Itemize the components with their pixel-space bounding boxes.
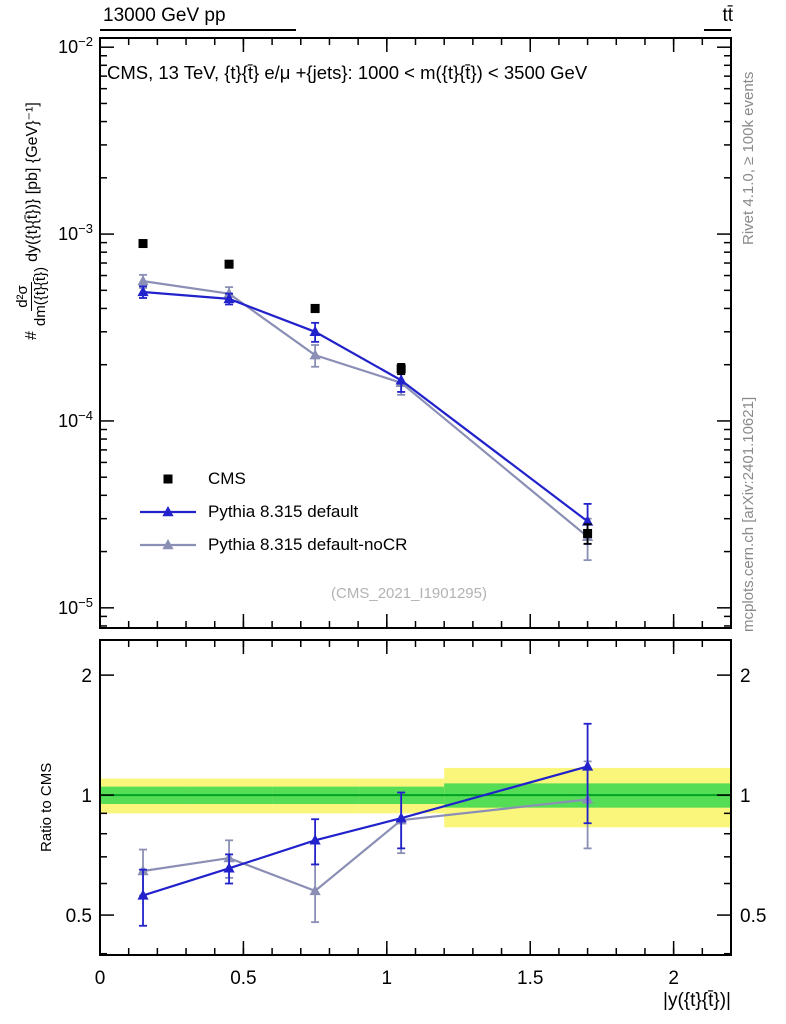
main-y-axis-label: # d²σ dm({t}{t̄}) dy({t}{t̄})} [pb] {GeV… xyxy=(14,102,50,340)
legend-triangle-icon xyxy=(140,505,196,516)
y-label-fraction: d²σ dm({t}{t̄}) xyxy=(14,267,50,326)
ratio-data-series xyxy=(137,722,594,927)
data-marker-square xyxy=(583,528,593,538)
data-marker-triangle xyxy=(309,349,321,360)
data-marker-triangle xyxy=(395,812,407,823)
data-marker-triangle xyxy=(137,275,149,286)
data-marker-triangle xyxy=(395,374,407,385)
axis-ticks xyxy=(99,38,732,955)
legend-item: Pythia 8.315 default-noCR xyxy=(138,528,407,561)
x-tick-label: 1.5 xyxy=(517,968,543,989)
data-marker-triangle xyxy=(581,515,594,526)
legend-label: Pythia 8.315 default-noCR xyxy=(208,534,408,554)
data-marker-square xyxy=(138,239,148,249)
x-tick-label: 0.5 xyxy=(230,968,256,989)
x-tick-label: 1 xyxy=(382,968,393,989)
main-y-tick-label: 10−2 xyxy=(58,34,93,57)
data-marker-triangle xyxy=(223,862,235,873)
legend-item: Pythia 8.315 default xyxy=(138,495,407,528)
main-y-tick-label: 10−4 xyxy=(58,408,93,431)
data-marker-triangle xyxy=(223,292,235,304)
y-label-numerator: d²σ xyxy=(14,282,33,311)
process-label: tt̄ xyxy=(722,5,733,26)
legend-label: CMS xyxy=(208,468,246,488)
axis-tick-labels: 10−2 10−3 10−4 10−5 0.5 0.5 1 1 2 2 0 0.5 1 1.5 2 xyxy=(58,34,766,989)
data-marker-triangle xyxy=(137,889,149,900)
legend: CMS Pythia 8.315 default Pythia 8.315 defa… xyxy=(138,462,407,561)
plot-title: CMS, 13 TeV, {t}{t̄} e/μ +{jets}: 1000 <… xyxy=(107,62,588,83)
ratio-y-tick-label-right: 2 xyxy=(740,666,751,687)
data-marker-triangle xyxy=(581,760,594,771)
data-marker-triangle xyxy=(309,834,321,845)
main-data-series xyxy=(137,239,594,562)
main-y-tick-label: 10−3 xyxy=(58,221,93,244)
legend-square-icon xyxy=(163,474,173,483)
y-label-denominator: dm({t}{t̄}) xyxy=(32,266,50,327)
legend-triangle-icon xyxy=(140,538,196,549)
beam-energy-label: 13000 GeV pp xyxy=(103,5,226,26)
mcplots-arxiv-note: mcplots.cern.ch [arXiv:2401.10621] xyxy=(740,396,757,632)
ratio-y-axis-label: Ratio to CMS xyxy=(38,762,55,852)
data-marker-square xyxy=(310,303,320,313)
data-marker-triangle xyxy=(223,287,235,298)
y-label-prefix: # xyxy=(22,331,40,340)
ratio-y-tick-label-right: 0.5 xyxy=(740,906,766,927)
x-tick-label: 2 xyxy=(668,968,679,989)
data-marker-triangle xyxy=(309,325,321,336)
x-tick-label: 0 xyxy=(95,968,106,989)
ratio-y-tick-label-left: 2 xyxy=(81,666,92,687)
data-marker-triangle xyxy=(137,285,149,297)
data-marker-square xyxy=(224,259,234,269)
data-marker-square xyxy=(396,364,406,374)
legend-label: Pythia 8.315 default xyxy=(208,501,359,521)
rivet-version-note: Rivet 4.1.0, ≥ 100k events xyxy=(740,71,757,245)
ratio-y-tick-label-left: 0.5 xyxy=(66,906,92,927)
ratio-y-tick-label-left: 1 xyxy=(81,786,92,807)
main-y-tick-label: 10−5 xyxy=(58,595,93,618)
y-label-rest: dy({t}{t̄})} [pb] {GeV}⁻¹] xyxy=(23,102,41,262)
ratio-y-tick-label-right: 1 xyxy=(740,786,751,807)
x-axis-label: |y({t}{t̄})| xyxy=(663,990,731,1011)
data-marker-triangle xyxy=(309,884,321,896)
legend-item: CMS xyxy=(138,462,407,495)
analysis-id-watermark: (CMS_2021_I1901295) xyxy=(331,585,487,602)
